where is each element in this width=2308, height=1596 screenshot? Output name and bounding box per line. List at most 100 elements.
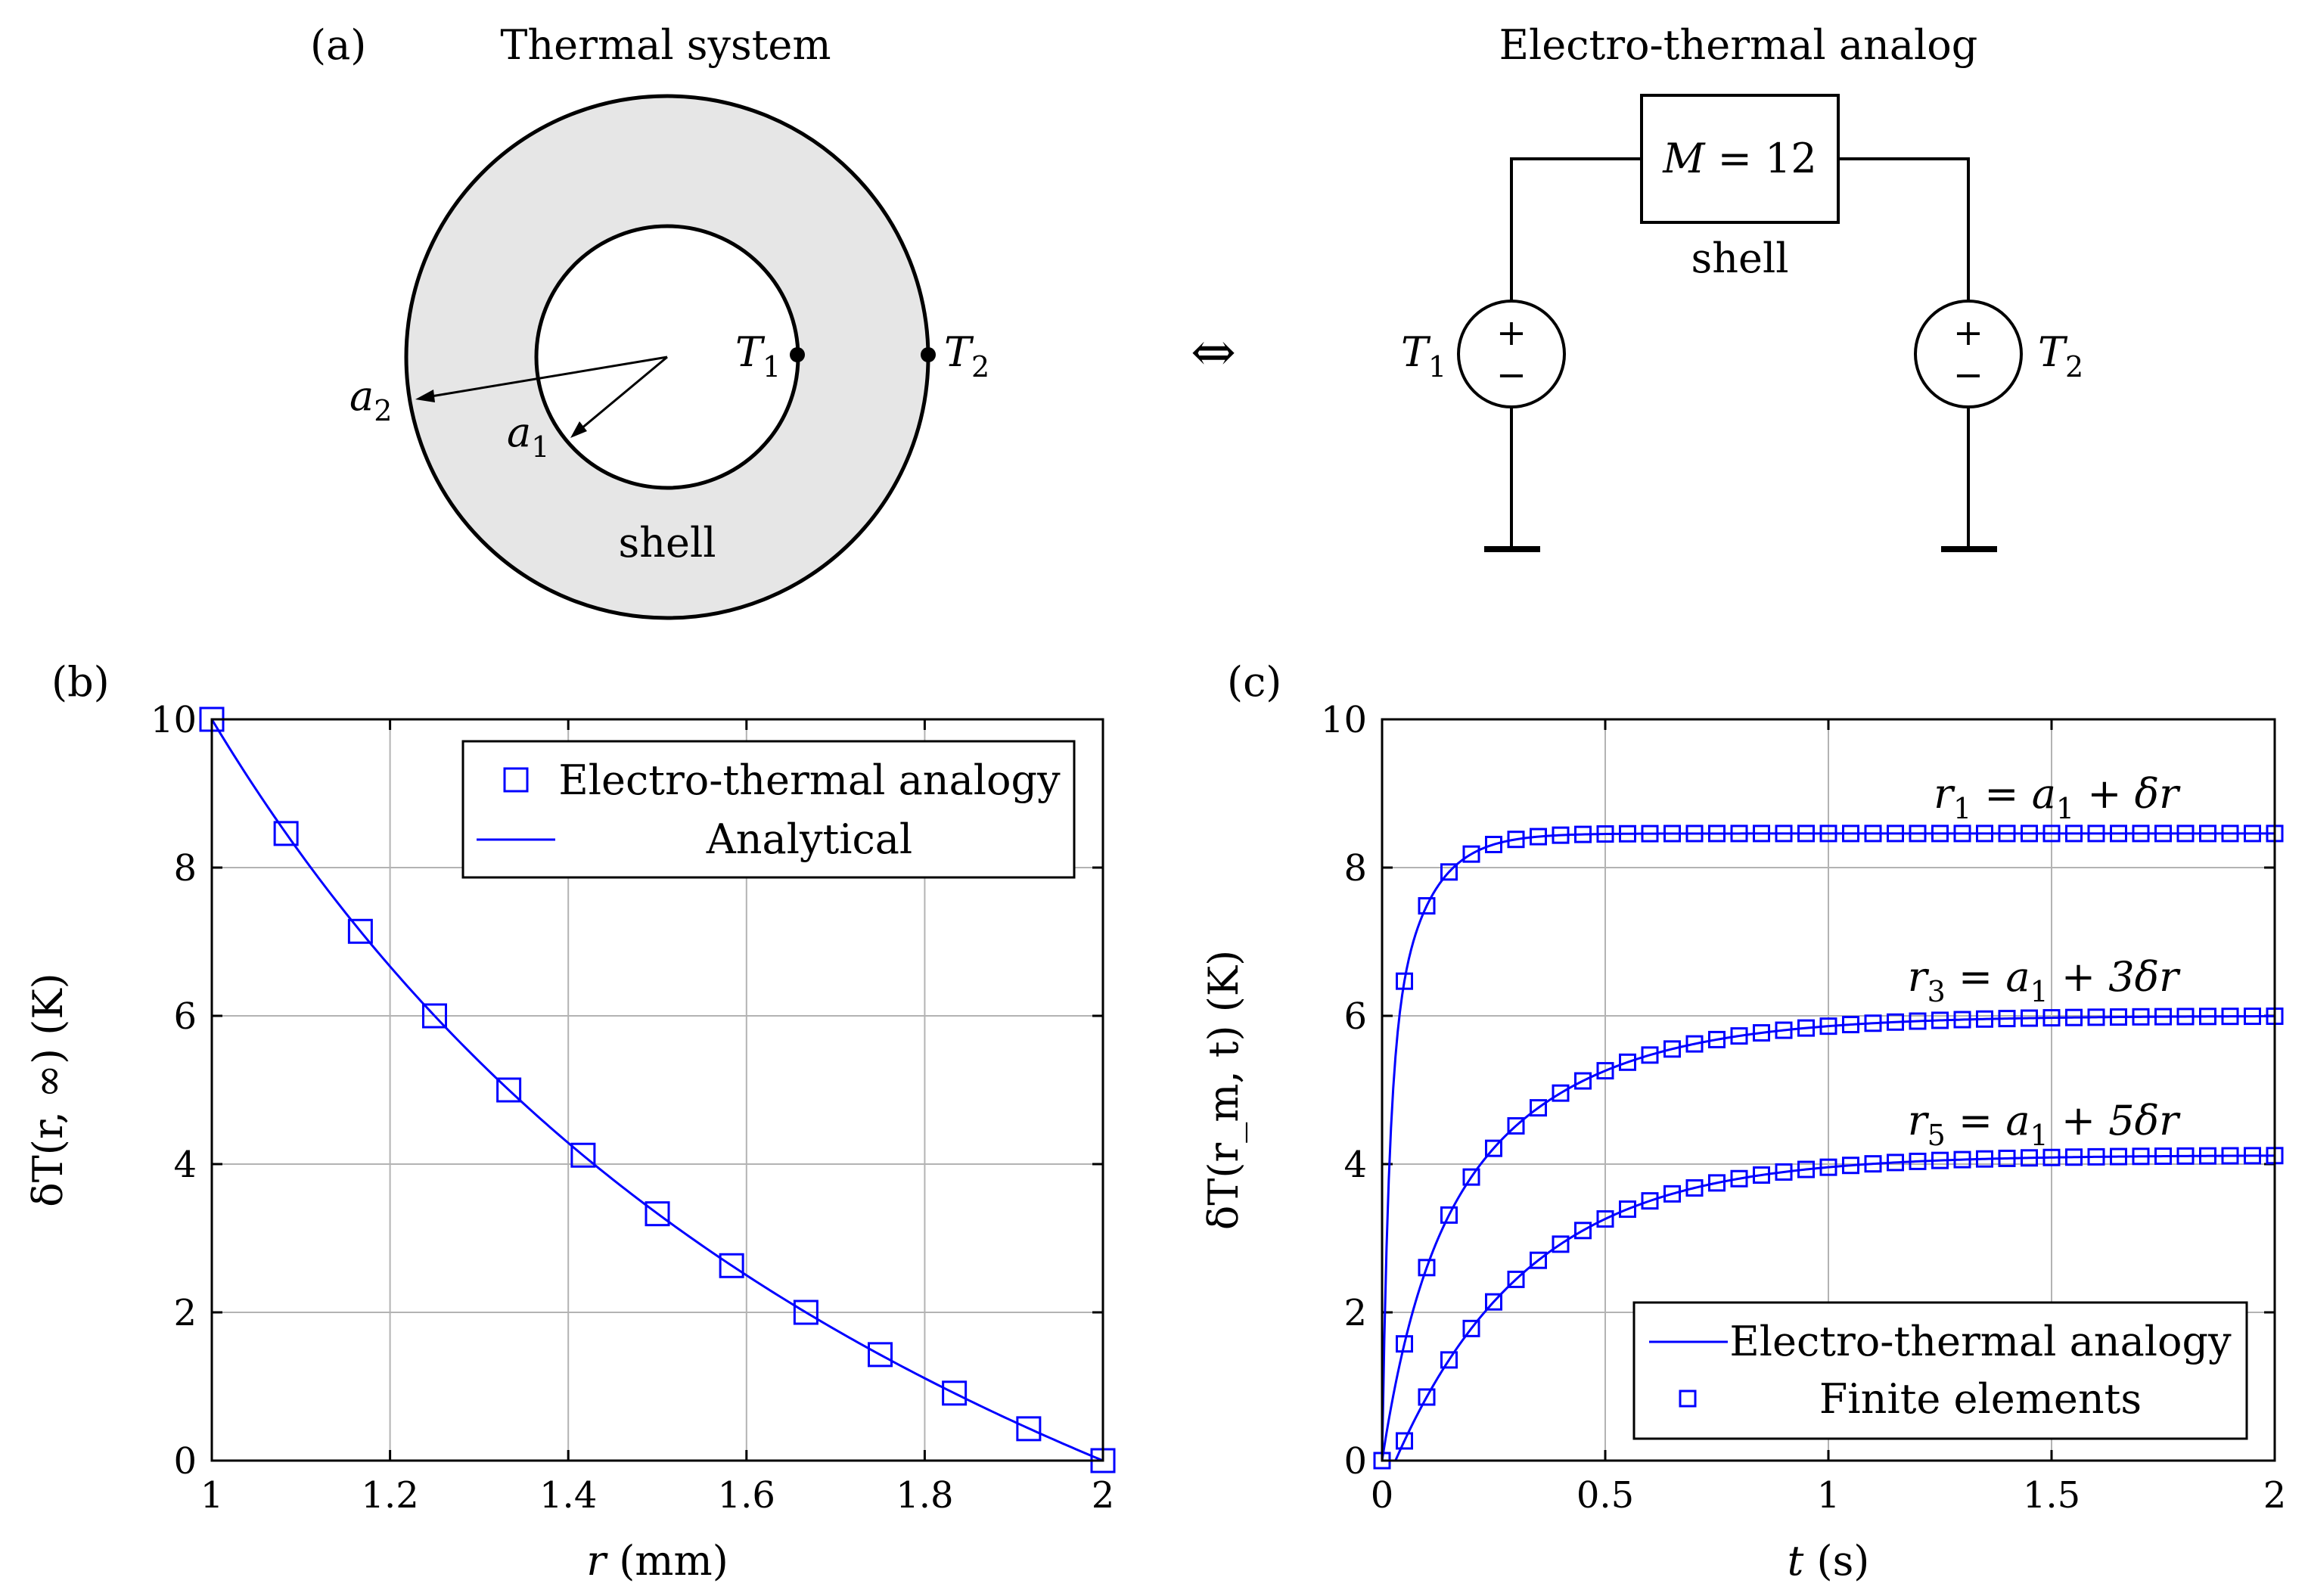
fe-point (2021, 1009, 2038, 1027)
fe-point (2154, 1147, 2172, 1166)
fe-point (2132, 824, 2150, 843)
fe-point (1797, 1160, 1815, 1178)
fe-point (2110, 1008, 2127, 1026)
fe-point (1418, 1259, 1436, 1277)
fe-point (1507, 1116, 1525, 1135)
fe-point (2087, 1147, 2105, 1166)
fe-point (2199, 1147, 2216, 1165)
fe-point (2154, 824, 2172, 843)
fe-point (1619, 1053, 1636, 1071)
fe-point (1663, 824, 1681, 843)
T2-label-circuit: T2 (2038, 328, 2083, 383)
circuit (1457, 94, 2023, 552)
panel-a-tag: (a) (310, 21, 366, 69)
fe-point (2221, 824, 2239, 843)
fe-point (2110, 1147, 2127, 1166)
T1-plus: + (1496, 312, 1527, 354)
a1-label: a1 (507, 408, 549, 464)
box-sub-label: shell (1691, 234, 1789, 282)
fe-point (1596, 1062, 1614, 1080)
a2-label: a2 (349, 372, 392, 427)
chart-c-ytick-label: 8 (1343, 847, 1367, 890)
chart-b-ytick-label: 4 (173, 1144, 197, 1186)
analogy-point (1016, 1416, 1042, 1442)
chart-b-legend: Electro-thermal analogy Analytical (461, 740, 1076, 879)
legend-entry-fe: Finite elements (1819, 1375, 2142, 1423)
fe-point (1641, 824, 1659, 843)
fe-point (1753, 824, 1770, 843)
panel-b-tag: (b) (51, 658, 110, 706)
fe-point (1797, 824, 1815, 843)
fe-point (1730, 1027, 1748, 1045)
chart-b-xlabel: r (mm) (586, 1537, 728, 1585)
chart-c-frame (1381, 718, 2276, 1462)
chart-c-legend-box (1632, 1301, 2248, 1440)
chart-b-ylabel: δT(r, ∞) (K) (24, 973, 72, 1207)
chart-b-ticks: 1 1.2 1.4 1.6 1.8 2 0 2 4 6 8 10 (151, 699, 1114, 1517)
fe-point (1641, 1192, 1659, 1210)
fe-point (2176, 824, 2195, 843)
thermal-system-title: Thermal system (500, 21, 831, 69)
fe-point (1485, 1139, 1502, 1157)
fe-point (2132, 1147, 2150, 1166)
fe-point (1485, 835, 1502, 853)
fe-point (2110, 824, 2127, 843)
chart-c-ylabel: δT(r_m, t) (K) (1200, 950, 1247, 1230)
fe-point (1753, 1166, 1770, 1184)
fe-point (1976, 1150, 1993, 1168)
chart-c-ytick-label: 2 (1343, 1292, 1367, 1334)
T1-label-thermal: T1 (735, 328, 781, 383)
fe-point (2087, 1008, 2105, 1026)
analogy-point (645, 1201, 670, 1227)
chart-b-xtick-label: 2 (1092, 1474, 1115, 1517)
fe-point (1730, 824, 1748, 843)
fe-point (2199, 1008, 2216, 1026)
fe-point (2221, 1008, 2239, 1026)
fe-point (1462, 1319, 1480, 1337)
fe-point (2132, 1008, 2150, 1026)
fe-point (1619, 1200, 1636, 1219)
legend-square-marker (503, 767, 529, 793)
annotation-r3: r3 = a1 + 3δr (1908, 953, 2181, 1008)
fe-point (1552, 1084, 1570, 1102)
fe-point (2042, 1148, 2061, 1166)
annotation-r1: r1 = a1 + δr (1934, 770, 2181, 825)
panel-a: (a) Thermal system Electro-thermal analo… (310, 21, 2083, 620)
fe-point (1775, 824, 1793, 843)
chart-b-xtick-label: 1.4 (539, 1474, 597, 1517)
fe-point (1685, 1179, 1704, 1197)
fe-point (1842, 1016, 1859, 1034)
fe-point (2065, 1148, 2083, 1166)
fe-point (1596, 825, 1614, 843)
legend-entry-analytical: Analytical (706, 815, 912, 863)
T2-plus: + (1953, 312, 1983, 354)
wire-right-top (1838, 157, 1970, 301)
a1-radius-line (576, 356, 668, 434)
fe-point (1931, 1151, 1949, 1169)
analogy-point (719, 1253, 744, 1278)
equivalence-arrow: ⇔ (1191, 320, 1236, 383)
fe-point (2176, 1147, 2195, 1165)
fe-point (1753, 1023, 1770, 1042)
chart-c-ytick-label: 4 (1343, 1144, 1367, 1186)
box-label: M = 12 (1662, 135, 1817, 182)
analogy-point (496, 1077, 522, 1103)
fe-point (1931, 1011, 1949, 1029)
fe-point (1708, 1030, 1726, 1048)
fe-point (2021, 824, 2038, 843)
chart-c-ytick-label: 10 (1321, 699, 1367, 741)
T1-label-circuit: T1 (1401, 328, 1446, 383)
fe-point (1440, 863, 1458, 881)
fe-point (1819, 824, 1837, 843)
fe-point (2065, 824, 2083, 843)
chart-c-xtick-label: 1 (1817, 1474, 1840, 1517)
fe-point (2199, 824, 2216, 843)
fe-point (1440, 1206, 1458, 1224)
analog-title: Electro-thermal analog (1499, 21, 1978, 69)
fe-point (2065, 1008, 2083, 1026)
legend-fe-marker (1679, 1390, 1697, 1408)
fe-point (1819, 1158, 1837, 1176)
fe-point (2042, 1009, 2061, 1027)
fe-point (1596, 1210, 1614, 1228)
analogy-point (868, 1342, 893, 1368)
